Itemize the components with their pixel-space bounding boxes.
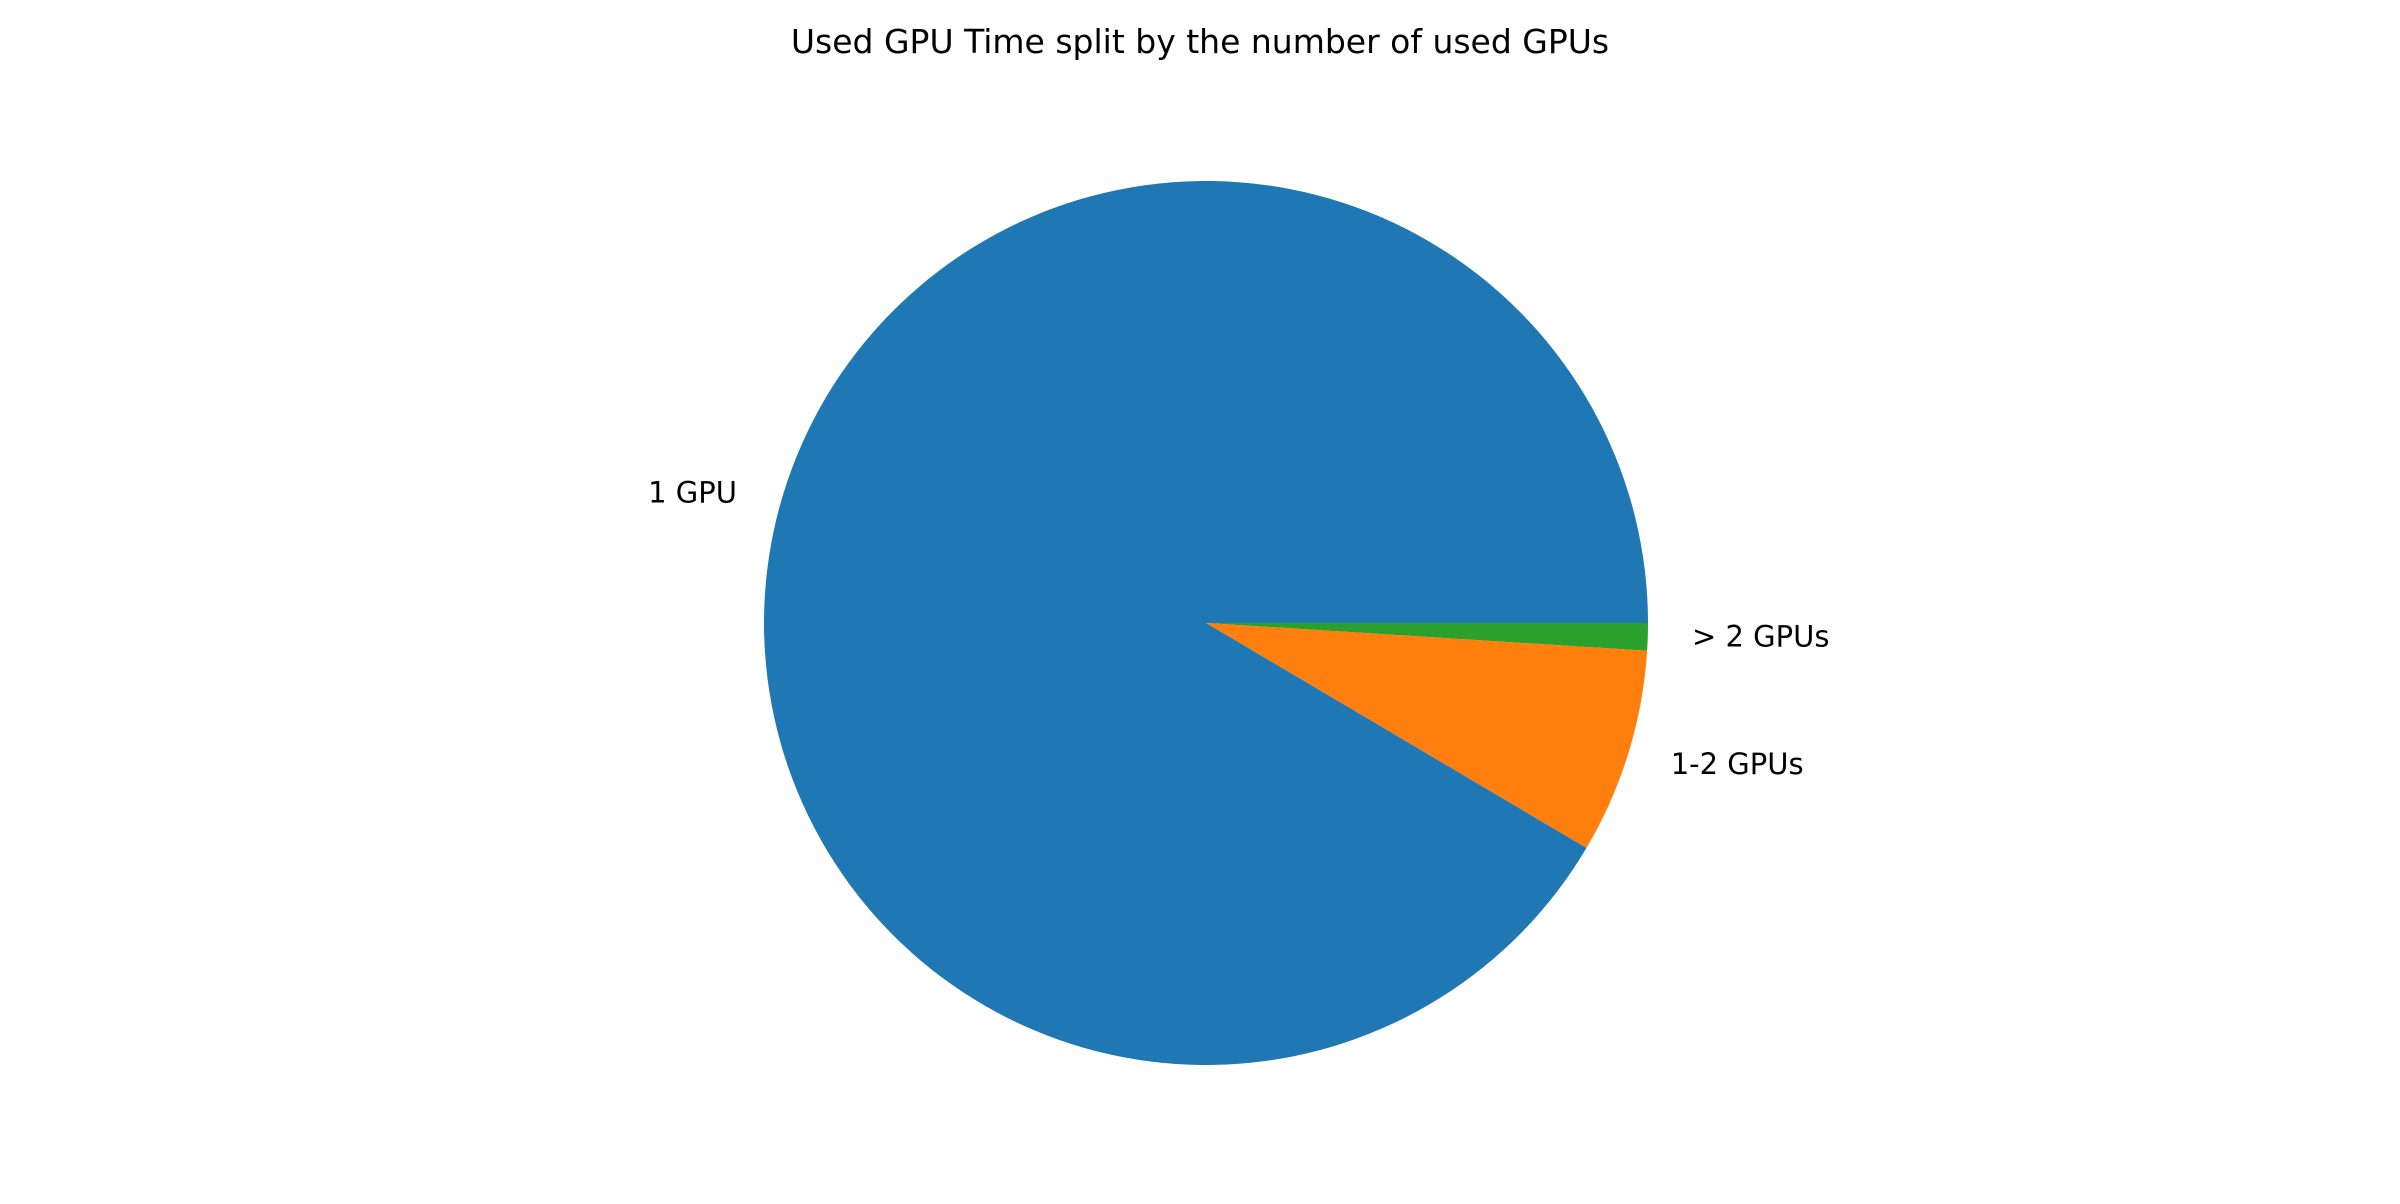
pie-labels: > 2 GPUs 1-2 GPUs 1 GPU <box>648 476 1829 781</box>
chart-title: Used GPU Time split by the number of use… <box>790 22 1610 61</box>
slice-label-1-gpu: 1 GPU <box>648 476 737 510</box>
slice-label-1-2-gpus: 1-2 GPUs <box>1671 747 1804 781</box>
pie-slice-1-2-gpus <box>1206 623 1648 848</box>
pie-slice-2-gpus <box>1206 623 1648 651</box>
pie-slices <box>764 181 1648 1066</box>
slice-label-2-gpus: > 2 GPUs <box>1692 619 1829 653</box>
pie-slice-1-gpu <box>764 181 1648 1066</box>
